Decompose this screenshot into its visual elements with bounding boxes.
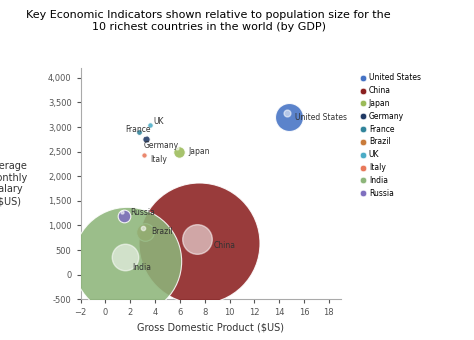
- Text: Russia: Russia: [130, 208, 155, 217]
- Point: [118, 209, 126, 214]
- Point: [195, 240, 202, 245]
- Point: [175, 149, 182, 154]
- Text: Key Economic Indicators shown relative to population size for the
10 richest cou: Key Economic Indicators shown relative t…: [26, 10, 391, 32]
- Point: [139, 225, 147, 231]
- Text: Average
Monthly
Salary
($US): Average Monthly Salary ($US): [0, 161, 27, 206]
- Point: [140, 152, 148, 158]
- Point: [141, 229, 149, 235]
- Point: [141, 133, 148, 138]
- Point: [193, 236, 201, 241]
- Point: [133, 125, 141, 131]
- Point: [138, 149, 146, 154]
- Text: UK: UK: [154, 117, 164, 126]
- Text: Japan: Japan: [189, 147, 210, 156]
- Point: [285, 115, 293, 120]
- Text: China: China: [213, 241, 236, 250]
- Point: [143, 137, 150, 142]
- Legend: United States, China, Japan, Germany, France, Brazil, UK, Italy, India, Russia: United States, China, Japan, Germany, Fr…: [358, 72, 422, 199]
- Text: Italy: Italy: [150, 155, 167, 164]
- Point: [121, 255, 128, 260]
- Point: [173, 145, 181, 150]
- Text: United States: United States: [295, 113, 347, 122]
- Point: [145, 118, 152, 123]
- X-axis label: Gross Domestic Product ($US): Gross Domestic Product ($US): [137, 323, 284, 333]
- Point: [135, 129, 143, 135]
- Text: India: India: [133, 263, 152, 272]
- Point: [146, 122, 154, 127]
- Text: Brazil: Brazil: [151, 227, 173, 236]
- Point: [120, 213, 128, 218]
- Point: [123, 259, 130, 264]
- Text: Germany: Germany: [144, 141, 179, 150]
- Point: [283, 110, 291, 116]
- Text: France: France: [125, 125, 151, 134]
